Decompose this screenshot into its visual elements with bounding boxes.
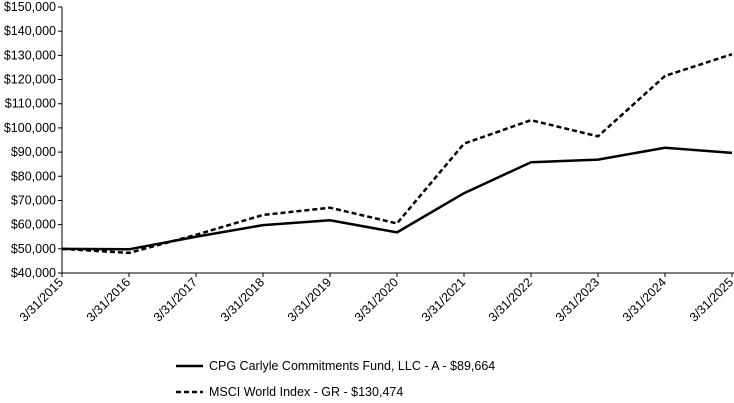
- y-tick-label: $100,000: [4, 121, 56, 135]
- x-tick-label: 3/31/2017: [151, 275, 200, 324]
- x-tick-label: 3/31/2021: [419, 275, 468, 324]
- y-tick-label: $120,000: [4, 73, 56, 87]
- y-tick-label: $50,000: [11, 242, 56, 256]
- x-tick-label: 3/31/2020: [352, 275, 401, 324]
- x-tick-label: 3/31/2025: [687, 275, 734, 324]
- y-tick-label: $110,000: [5, 97, 56, 111]
- chart-axes: [61, 7, 734, 274]
- x-tick-label: 3/31/2016: [84, 275, 133, 324]
- y-tick-label: $130,000: [4, 48, 56, 62]
- y-tick-label: $80,000: [11, 169, 56, 183]
- legend-label: MSCI World Index - GR - $130,474: [209, 385, 403, 399]
- legend-label: CPG Carlyle Commitments Fund, LLC - A - …: [209, 359, 495, 373]
- x-tick-label: 3/31/2024: [620, 275, 669, 324]
- y-tick-label: $140,000: [4, 24, 56, 38]
- fund-performance-line: [61, 146, 733, 251]
- x-tick-label: 3/31/2022: [486, 275, 535, 324]
- msci-world-index-line: [61, 53, 733, 255]
- x-tick-label: 3/31/2015: [17, 275, 66, 324]
- x-tick-label: 3/31/2019: [285, 275, 334, 324]
- x-tick-labels: 3/31/2015 3/31/2016 3/31/2017 3/31/2018 3/31…: [17, 273, 734, 324]
- y-tick-label: $90,000: [11, 145, 56, 159]
- x-tick-label: 3/31/2023: [553, 275, 602, 324]
- y-tick-label: $60,000: [11, 218, 56, 232]
- y-tick-label: $40,000: [11, 266, 56, 280]
- y-tick-label: $70,000: [11, 193, 56, 207]
- y-tick-label: $150,000: [4, 0, 56, 14]
- x-tick-label: 3/31/2018: [218, 275, 267, 324]
- chart-series: [61, 53, 733, 255]
- chart-legend: CPG Carlyle Commitments Fund, LLC - A - …: [176, 359, 495, 399]
- y-tick-labels: $40,000 $50,000 $60,000 $70,000 $80,000 $90,0…: [4, 0, 62, 280]
